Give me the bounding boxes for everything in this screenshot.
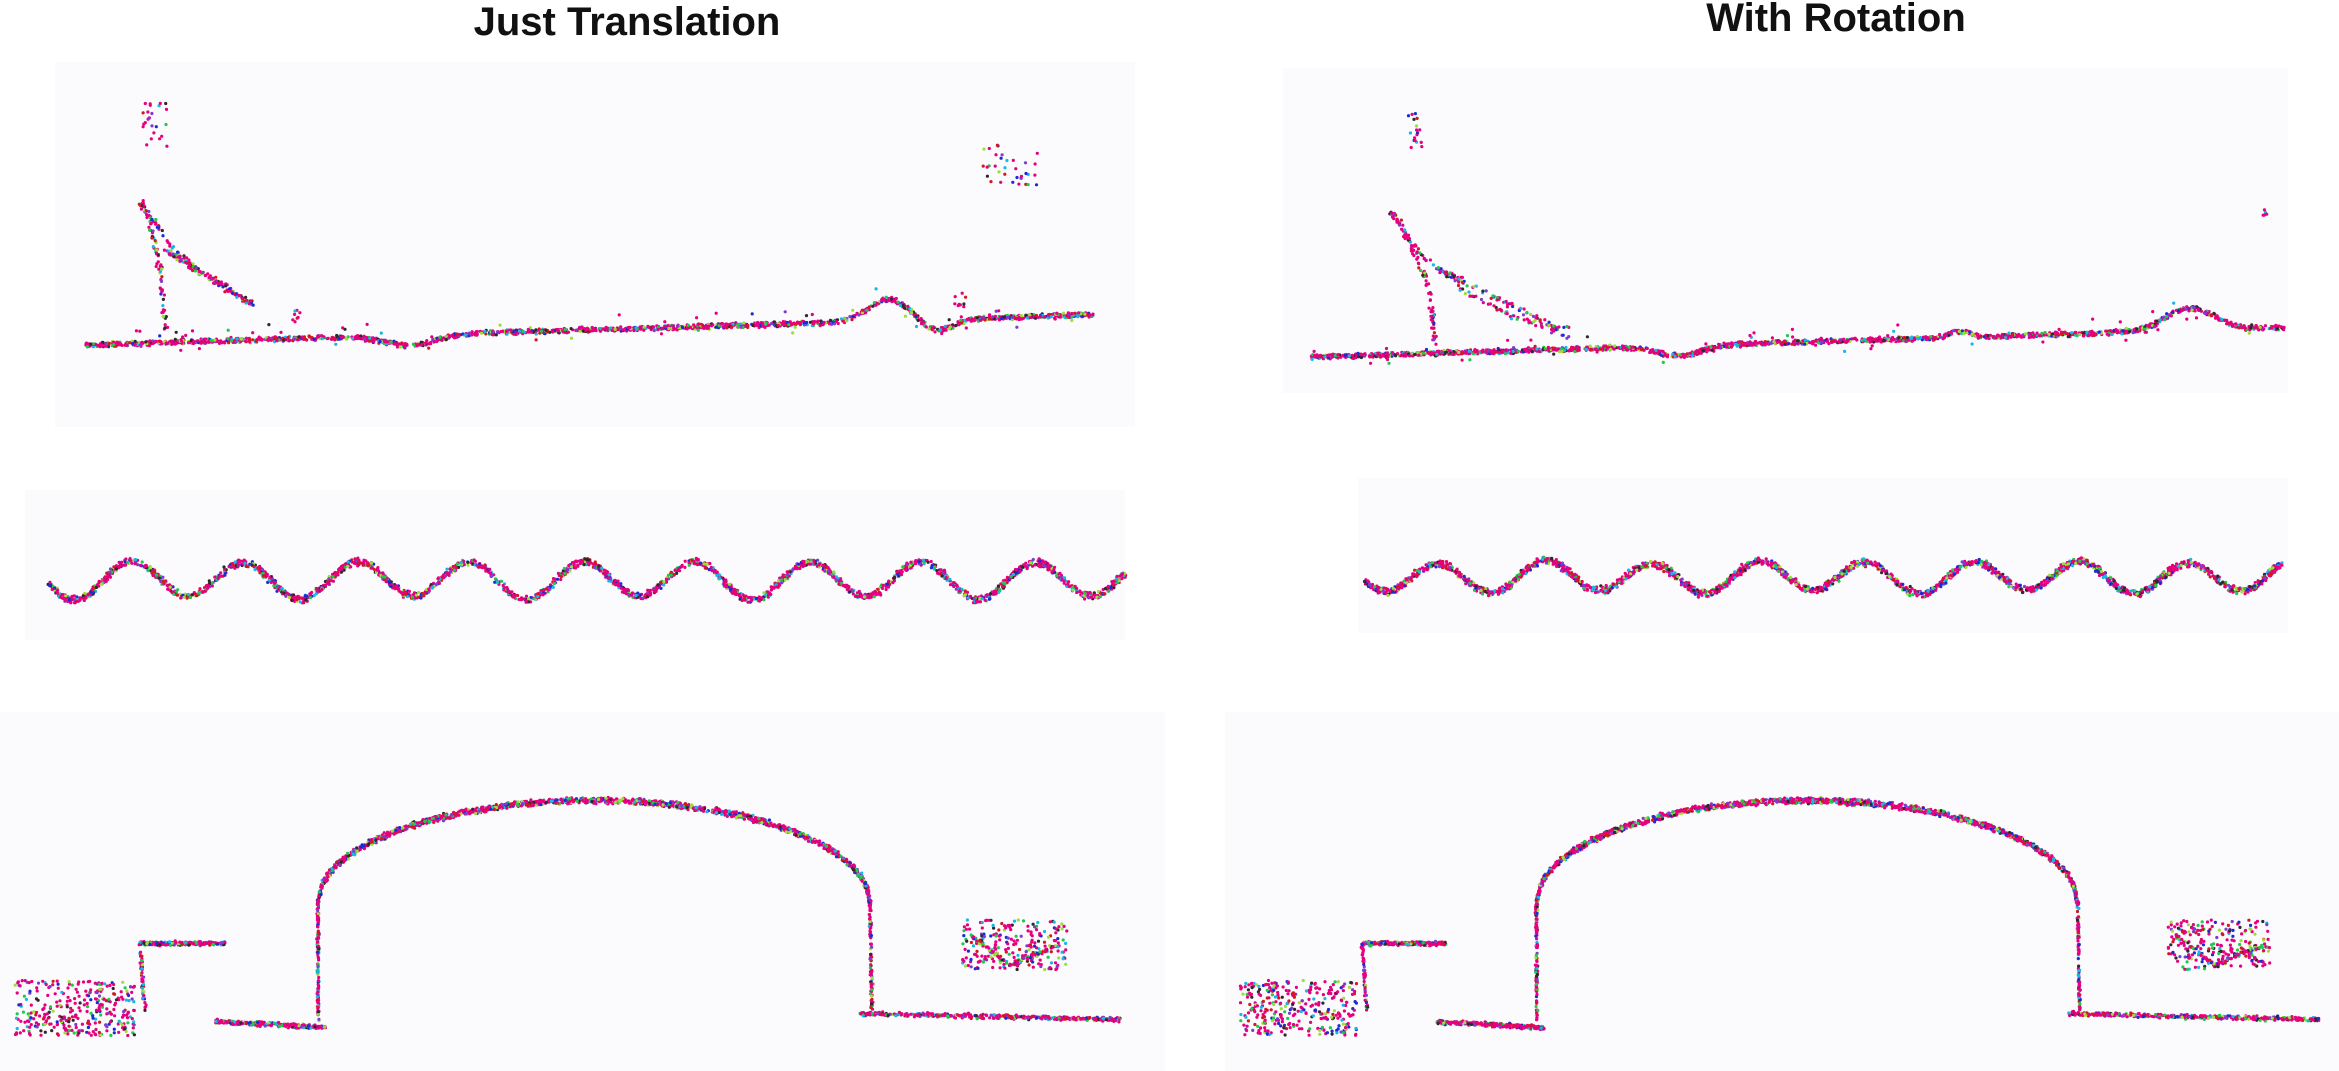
panel-right-middle xyxy=(1358,478,2288,633)
panel-right-bottom xyxy=(1225,712,2339,1071)
title-just-translation: Just Translation xyxy=(473,0,781,44)
title-with-rotation: With Rotation xyxy=(1706,0,1966,40)
panel-left-bottom xyxy=(0,712,1165,1071)
cloud-left-bottom xyxy=(13,795,1122,1038)
cloud-right-middle xyxy=(1362,555,2284,599)
cloud-left-middle xyxy=(46,556,1128,605)
panel-left-top xyxy=(55,62,1135,427)
cloud-left-top xyxy=(84,101,1095,352)
cloud-right-bottom xyxy=(1238,795,2321,1037)
panel-right-top xyxy=(1283,68,2288,393)
cloud-right-top xyxy=(1309,112,2286,365)
